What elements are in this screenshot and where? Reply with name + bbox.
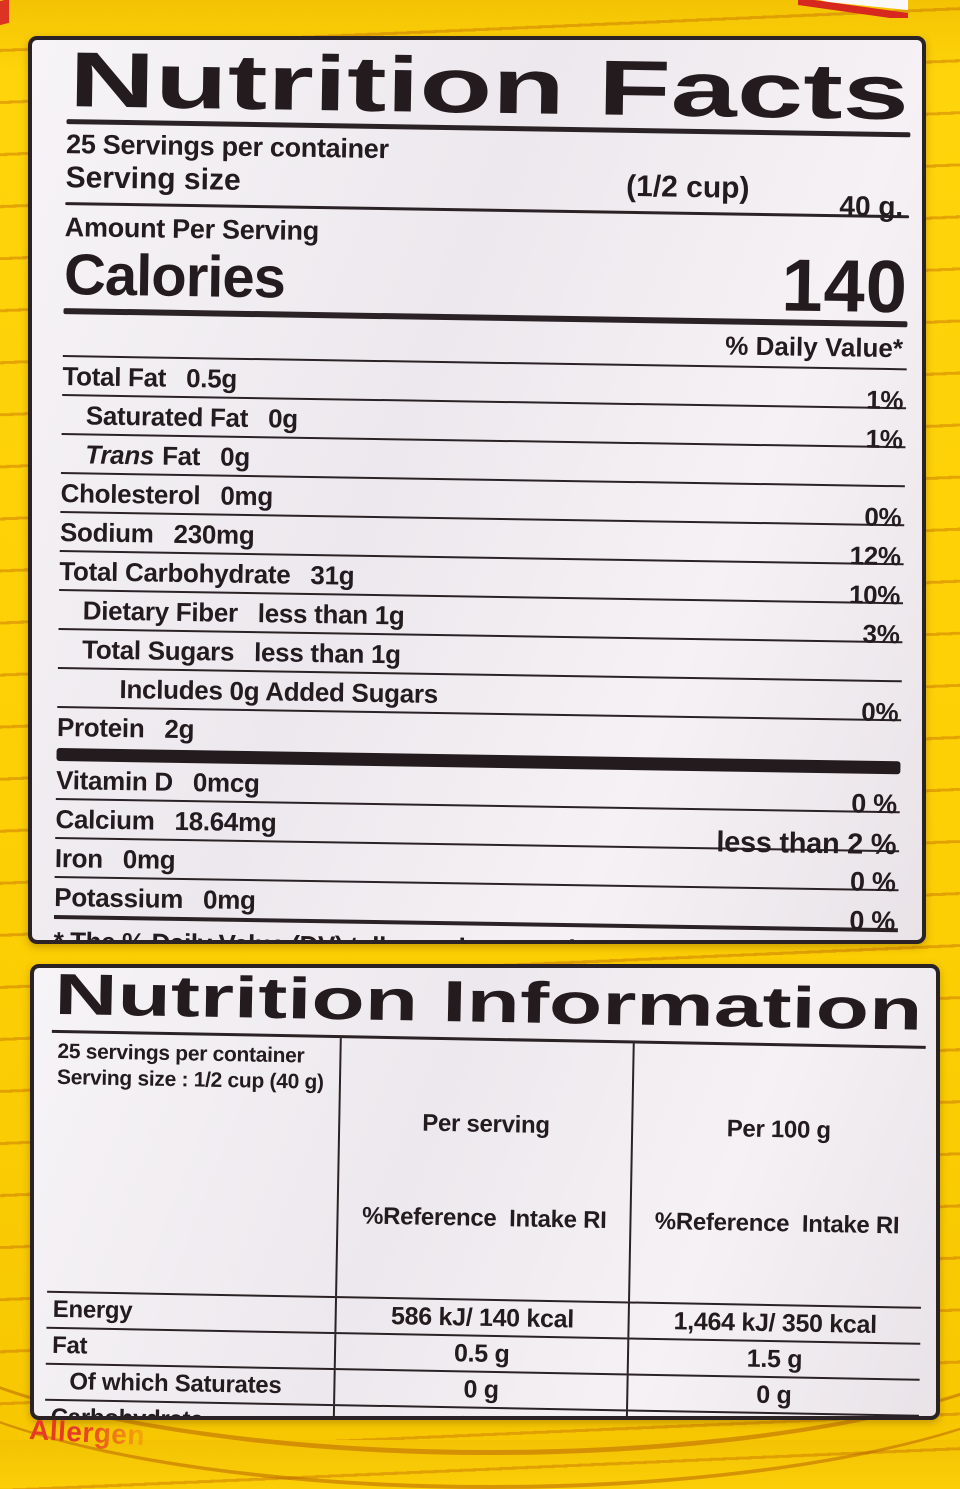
nutrition-facts-title: Nutrition Facts xyxy=(68,40,909,136)
package-art-red-corner xyxy=(0,0,9,26)
nutrient-amount: less than 1g xyxy=(257,598,405,631)
serving-size-label: Serving size xyxy=(65,160,241,197)
nutrient-label: Sodium xyxy=(59,517,154,549)
nutrient-label-italic: Trans xyxy=(85,439,155,471)
nutrient-label: Iron xyxy=(54,843,104,875)
nutrient-label: Total Carbohydrate xyxy=(59,556,291,591)
nutrient-label: Fat xyxy=(161,441,201,472)
header-per-100g: Per 100 g %Reference Intake RI xyxy=(628,1043,926,1307)
nutrient-amount: 2g xyxy=(164,714,195,745)
nutrient-label: Vitamin D xyxy=(55,765,174,798)
header-serving-info: 25 servings per container Serving size :… xyxy=(47,1033,340,1296)
nutrient-amount: 0mg xyxy=(220,480,274,512)
nutrient-amount: less than 1g xyxy=(253,637,402,670)
table-header-row: 25 servings per container Serving size :… xyxy=(47,1032,926,1309)
nutrient-label: Total Sugars xyxy=(81,634,235,668)
nutrient-amount: 0mg xyxy=(202,884,256,916)
nutrient-amount: 0mcg xyxy=(192,767,260,799)
nutrition-facts-panel: Nutrition Facts 25 Servings per containe… xyxy=(28,36,926,944)
calories-row: Calories 140 xyxy=(63,241,909,328)
nutrient-label: Cholesterol xyxy=(60,478,201,511)
nutrient-label: Protein xyxy=(56,712,145,744)
nutrient-label: Total Fat xyxy=(62,361,167,394)
header-per-serving: Per serving %Reference Intake RI xyxy=(335,1038,633,1301)
nutrition-facts-title-text: Nutrition Facts xyxy=(68,42,909,127)
nutrient-amount: 31g xyxy=(310,560,355,592)
nutrient-amount: 18.64mg xyxy=(174,806,277,838)
calories-label: Calories xyxy=(63,241,286,311)
nutrition-information-panel: Nutrition Information 25 servings per co… xyxy=(30,964,940,1420)
nutrient-amount: 0mg xyxy=(122,844,176,876)
allergen-partial-text: Allergen xyxy=(28,1414,146,1452)
nutrient-label: Potassium xyxy=(54,882,184,915)
nutrition-information-title-text: Nutrition Information xyxy=(54,967,923,1037)
serving-weight: 40 g. xyxy=(839,189,904,222)
header-serving-size: Serving size : 1/2 cup (40 g) xyxy=(56,1066,324,1095)
nutrition-information-table: 25 servings per container Serving size :… xyxy=(41,1029,926,1416)
nutrient-label: Calcium xyxy=(55,804,155,836)
nutrient-amount: 0g xyxy=(267,403,299,435)
package-art-red-flag-icon xyxy=(798,0,908,18)
nutrient-label: Saturated Fat xyxy=(85,400,249,434)
calories-value: 140 xyxy=(780,242,909,328)
nutrient-amount: 0.5g xyxy=(185,363,238,395)
nutrient-amount: 230mg xyxy=(173,519,255,551)
nutrient-amount: 0g xyxy=(219,441,251,473)
nutrition-information-title: Nutrition Information xyxy=(54,967,923,1043)
nutrient-label: Dietary Fiber xyxy=(82,595,239,629)
nutrient-label: Includes 0g Added Sugars xyxy=(119,674,439,710)
serving-size-value: (1/2 cup) xyxy=(625,169,750,205)
nutrient-dv: 0 % xyxy=(849,905,896,937)
